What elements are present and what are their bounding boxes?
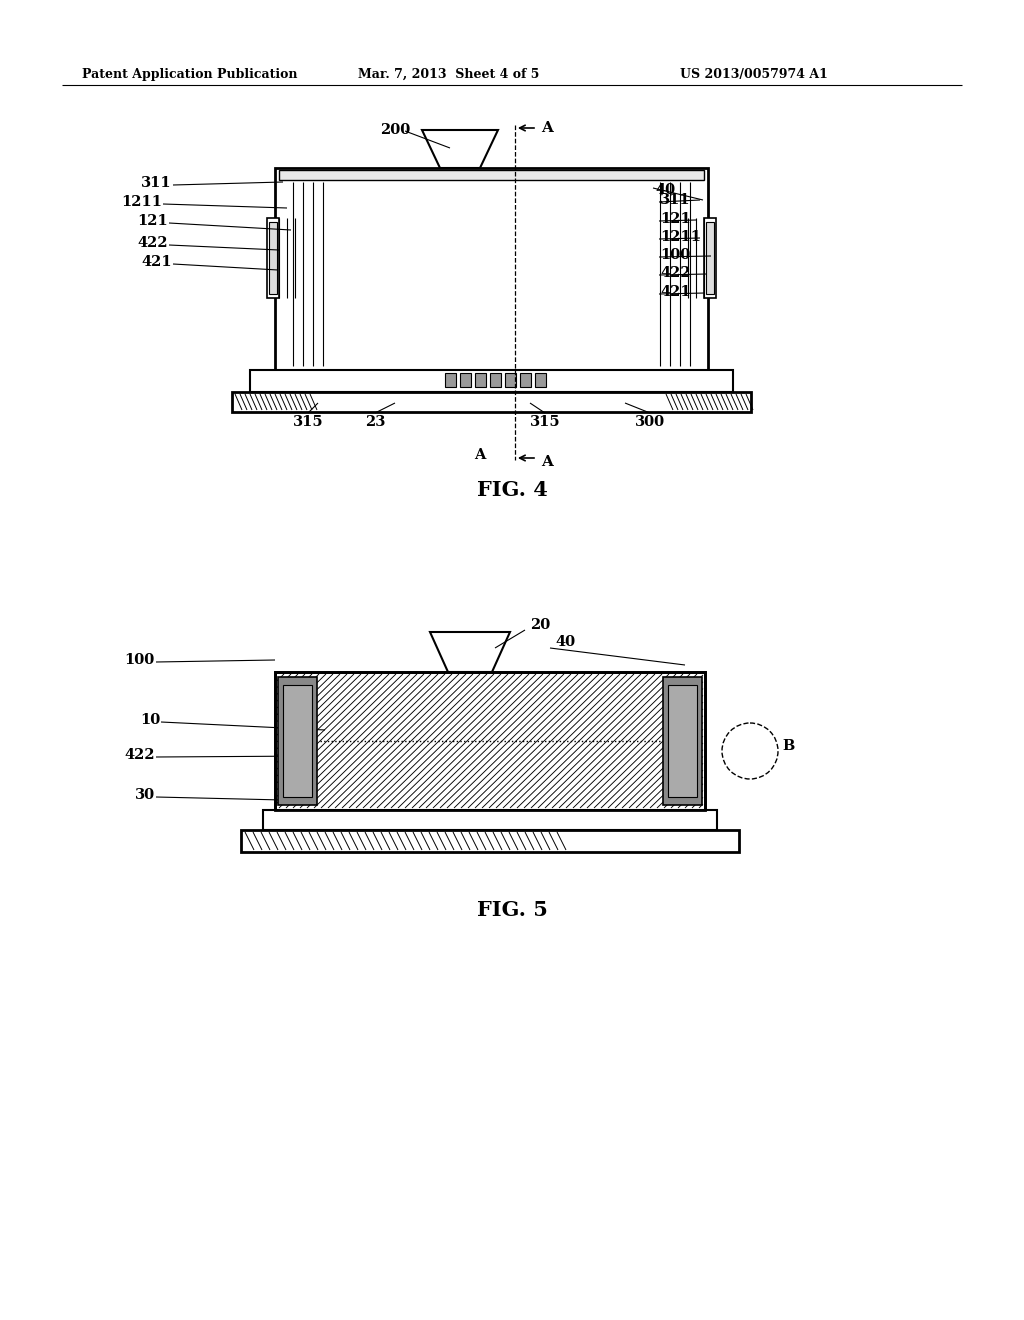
Text: 421: 421 bbox=[660, 285, 690, 300]
Text: 121: 121 bbox=[660, 213, 691, 226]
Text: A: A bbox=[541, 455, 553, 469]
Text: 421: 421 bbox=[141, 255, 172, 269]
Text: 23: 23 bbox=[365, 414, 385, 429]
Bar bbox=[278, 677, 317, 805]
Text: 20: 20 bbox=[530, 618, 550, 632]
Text: 100: 100 bbox=[125, 653, 155, 667]
Text: Mar. 7, 2013  Sheet 4 of 5: Mar. 7, 2013 Sheet 4 of 5 bbox=[358, 69, 540, 81]
Text: 100: 100 bbox=[660, 248, 690, 261]
Text: 422: 422 bbox=[137, 236, 168, 249]
Text: FIG. 5: FIG. 5 bbox=[476, 900, 548, 920]
Text: 300: 300 bbox=[660, 810, 690, 825]
Polygon shape bbox=[430, 632, 510, 672]
Bar bbox=[275, 168, 708, 370]
Bar bbox=[263, 810, 717, 830]
Text: 315: 315 bbox=[529, 414, 560, 429]
Text: 422: 422 bbox=[660, 267, 690, 280]
Bar bbox=[520, 374, 531, 387]
Bar bbox=[668, 685, 697, 797]
Bar bbox=[706, 222, 714, 294]
Text: 311: 311 bbox=[141, 176, 172, 190]
Bar bbox=[275, 672, 705, 810]
Bar bbox=[705, 218, 716, 298]
Text: 30: 30 bbox=[135, 788, 155, 803]
Bar bbox=[490, 374, 501, 387]
Bar bbox=[250, 370, 733, 392]
Bar bbox=[275, 672, 705, 810]
Text: 1211: 1211 bbox=[660, 230, 701, 244]
Text: 10: 10 bbox=[139, 713, 160, 727]
Bar bbox=[475, 374, 486, 387]
Bar bbox=[278, 675, 703, 808]
Text: 315: 315 bbox=[293, 414, 324, 429]
Bar bbox=[269, 222, 278, 294]
Bar bbox=[279, 170, 705, 180]
Text: 1211: 1211 bbox=[121, 195, 162, 209]
Text: 121: 121 bbox=[137, 214, 168, 228]
Text: 40: 40 bbox=[655, 183, 675, 197]
Bar bbox=[241, 830, 739, 851]
Text: B: B bbox=[782, 739, 795, 752]
Text: 422: 422 bbox=[124, 748, 155, 762]
Bar bbox=[460, 374, 471, 387]
Text: 40: 40 bbox=[555, 635, 575, 649]
Text: FIG. 4: FIG. 4 bbox=[476, 480, 548, 500]
Text: US 2013/0057974 A1: US 2013/0057974 A1 bbox=[680, 69, 827, 81]
Bar bbox=[267, 218, 279, 298]
Bar bbox=[283, 685, 312, 797]
Bar bbox=[505, 374, 516, 387]
Bar bbox=[663, 677, 702, 805]
Bar bbox=[535, 374, 546, 387]
Polygon shape bbox=[422, 129, 498, 168]
Bar bbox=[445, 374, 456, 387]
Text: A: A bbox=[474, 447, 485, 462]
Text: 300: 300 bbox=[635, 414, 665, 429]
Text: 311: 311 bbox=[660, 193, 690, 207]
Text: Patent Application Publication: Patent Application Publication bbox=[82, 69, 298, 81]
Bar bbox=[232, 392, 751, 412]
Text: 200: 200 bbox=[380, 123, 411, 137]
Text: A: A bbox=[541, 121, 553, 135]
